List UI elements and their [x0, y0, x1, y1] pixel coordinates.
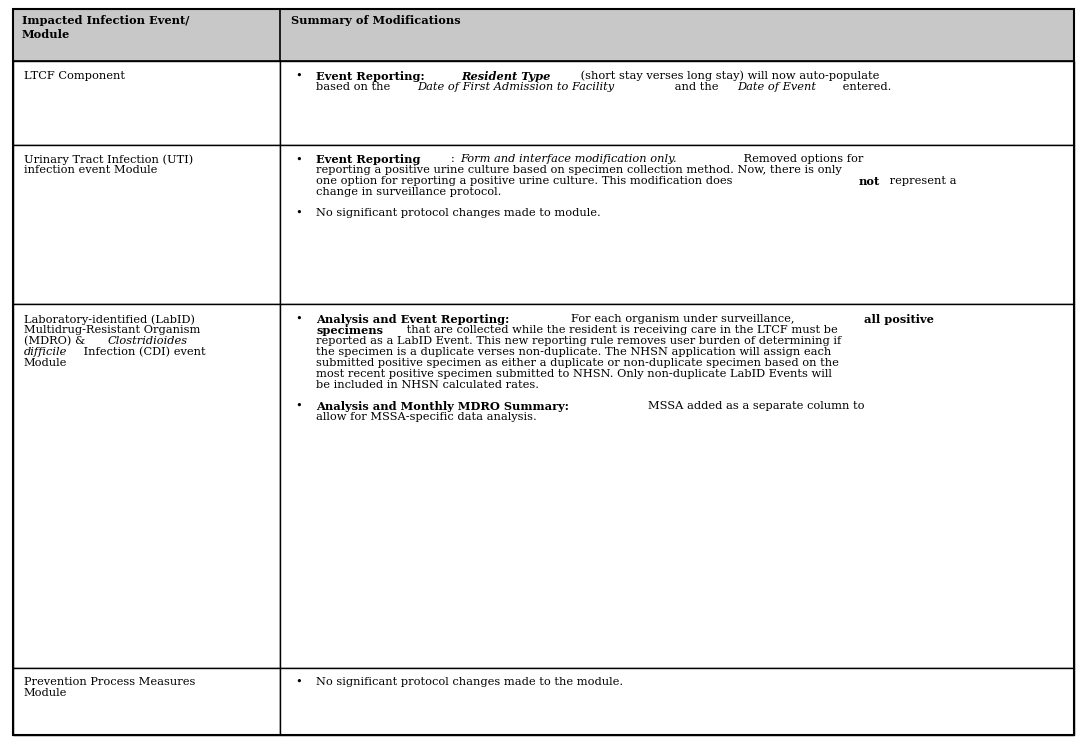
Text: difficile: difficile: [24, 347, 67, 357]
Text: Impacted Infection Event/
Module: Impacted Infection Event/ Module: [22, 15, 189, 40]
Text: Laboratory-identified (LabID): Laboratory-identified (LabID): [24, 314, 195, 324]
Text: Resident Type: Resident Type: [462, 71, 551, 82]
Text: one option for reporting a positive urine culture. This modification does: one option for reporting a positive urin…: [316, 176, 736, 187]
Text: Multidrug-Resistant Organism: Multidrug-Resistant Organism: [24, 325, 200, 335]
Text: represent a: represent a: [886, 176, 957, 187]
Text: •: •: [296, 71, 302, 81]
Bar: [280, 304, 1074, 667]
Text: Form and interface modification only.: Form and interface modification only.: [461, 155, 677, 164]
Text: specimens: specimens: [316, 325, 384, 336]
Text: change in surveillance protocol.: change in surveillance protocol.: [316, 187, 501, 197]
Bar: [13, 61, 280, 145]
Bar: [13, 304, 280, 667]
Text: that are collected while the resident is receiving care in the LTCF must be: that are collected while the resident is…: [402, 325, 837, 335]
Text: Summary of Modifications: Summary of Modifications: [291, 15, 461, 26]
Text: •: •: [296, 677, 302, 687]
Text: Clostridioides: Clostridioides: [108, 336, 188, 346]
Text: reported as a LabID Event. This new reporting rule removes user burden of determ: reported as a LabID Event. This new repo…: [316, 336, 841, 346]
Text: (short stay verses long stay) will now auto-populate: (short stay verses long stay) will now a…: [577, 71, 879, 81]
Text: submitted positive specimen as either a duplicate or non-duplicate specimen base: submitted positive specimen as either a …: [316, 358, 839, 368]
Text: Infection (CDI) event: Infection (CDI) event: [79, 347, 205, 357]
Text: Prevention Process Measures: Prevention Process Measures: [24, 677, 196, 687]
Bar: [13, 9, 1074, 61]
Text: Event Reporting:: Event Reporting:: [316, 71, 429, 82]
Text: Module: Module: [24, 688, 67, 698]
Text: the specimen is a duplicate verses non-duplicate. The NHSN application will assi: the specimen is a duplicate verses non-d…: [316, 347, 832, 357]
Text: based on the: based on the: [316, 82, 395, 92]
Text: (MDRO) &: (MDRO) &: [24, 336, 89, 347]
Text: Date of Event: Date of Event: [737, 82, 816, 92]
Text: be included in NHSN calculated rates.: be included in NHSN calculated rates.: [316, 380, 539, 390]
Text: Analysis and Event Reporting:: Analysis and Event Reporting:: [316, 314, 513, 325]
Bar: [13, 667, 280, 735]
Text: Analysis and Monthly MDRO Summary:: Analysis and Monthly MDRO Summary:: [316, 400, 573, 411]
Text: No significant protocol changes made to the module.: No significant protocol changes made to …: [316, 677, 623, 687]
Text: and the: and the: [671, 82, 722, 92]
Text: allow for MSSA-specific data analysis.: allow for MSSA-specific data analysis.: [316, 411, 537, 422]
Text: •: •: [296, 208, 302, 218]
Bar: [280, 61, 1074, 145]
Text: Removed options for: Removed options for: [740, 155, 863, 164]
Text: Date of First Admission to Facility: Date of First Admission to Facility: [416, 82, 614, 92]
Bar: [280, 667, 1074, 735]
Text: •: •: [296, 400, 302, 411]
Text: entered.: entered.: [839, 82, 891, 92]
Text: For each organism under surveillance,: For each organism under surveillance,: [571, 314, 798, 324]
Text: reporting a positive urine culture based on specimen collection method. Now, the: reporting a positive urine culture based…: [316, 165, 842, 176]
Text: all positive: all positive: [864, 314, 934, 325]
Bar: [280, 145, 1074, 304]
Text: :: :: [451, 155, 459, 164]
Text: •: •: [296, 314, 302, 324]
Text: •: •: [296, 155, 302, 164]
Bar: [13, 145, 280, 304]
Text: Urinary Tract Infection (UTI): Urinary Tract Infection (UTI): [24, 155, 193, 165]
Text: MSSA added as a separate column to: MSSA added as a separate column to: [648, 400, 864, 411]
Text: not: not: [859, 176, 879, 187]
Text: most recent positive specimen submitted to NHSN. Only non-duplicate LabID Events: most recent positive specimen submitted …: [316, 369, 833, 379]
Text: infection event Module: infection event Module: [24, 165, 158, 176]
Text: Event Reporting: Event Reporting: [316, 155, 421, 165]
Text: No significant protocol changes made to module.: No significant protocol changes made to …: [316, 208, 601, 218]
Text: LTCF Component: LTCF Component: [24, 71, 125, 81]
Text: Module: Module: [24, 358, 67, 368]
